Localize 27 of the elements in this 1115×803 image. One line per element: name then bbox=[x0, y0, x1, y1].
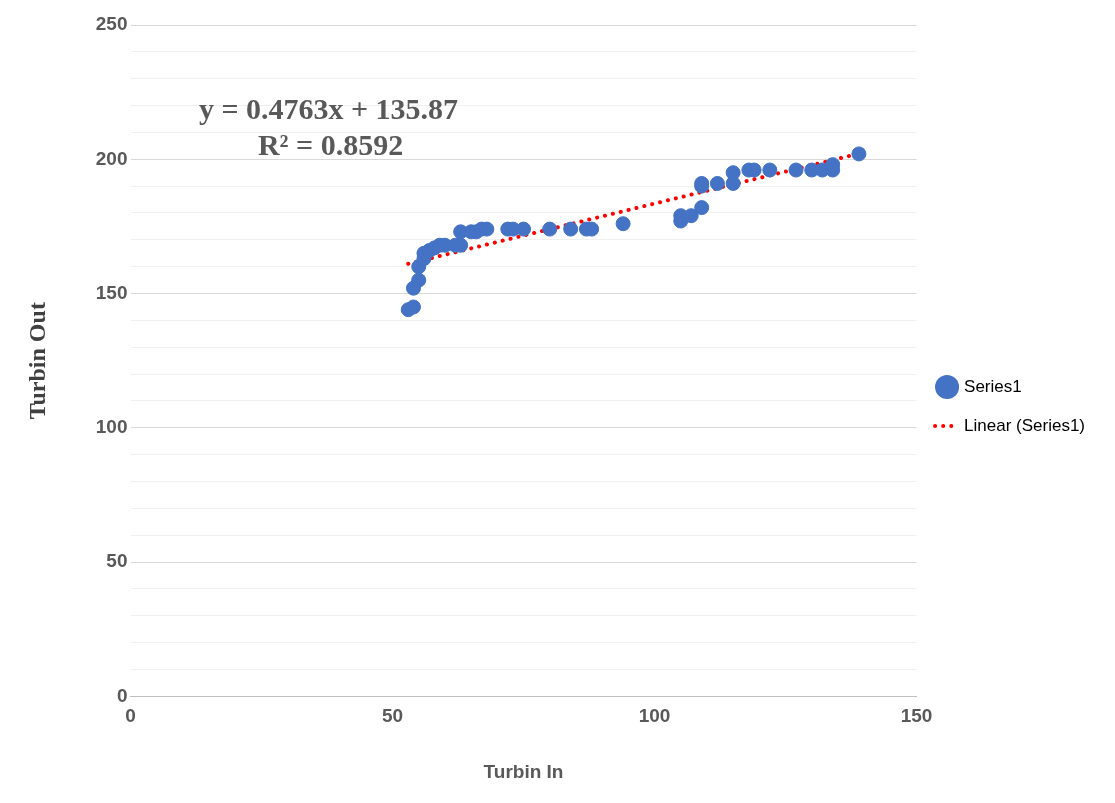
point bbox=[615, 216, 631, 232]
point bbox=[542, 221, 558, 237]
point bbox=[851, 146, 867, 162]
point bbox=[694, 200, 710, 216]
point bbox=[788, 162, 804, 178]
point bbox=[516, 221, 532, 237]
annotation: R² = 0.8592 bbox=[257, 127, 404, 161]
point bbox=[563, 221, 579, 237]
point bbox=[725, 165, 741, 181]
y-tick-label: 50 bbox=[106, 550, 128, 572]
point bbox=[709, 175, 725, 191]
x-tick-label: 150 bbox=[900, 705, 933, 727]
annotation: y = 0.4763x + 135.87 bbox=[198, 91, 459, 125]
y-axis-title: Turbin Out bbox=[23, 302, 50, 420]
x-tick-label: 50 bbox=[381, 705, 404, 727]
x-tick-label: 100 bbox=[638, 705, 671, 727]
x-axis-title: Turbin In bbox=[483, 760, 564, 782]
y-tick-label: 100 bbox=[95, 416, 128, 438]
legend-label: Series1 bbox=[964, 376, 1022, 396]
point bbox=[762, 162, 778, 178]
legend-label: Linear (Series1) bbox=[964, 415, 1086, 435]
point bbox=[411, 272, 427, 288]
y-tick-label: 200 bbox=[95, 147, 128, 169]
y-tick-label: 150 bbox=[95, 281, 128, 303]
y-tick-label: 0 bbox=[116, 684, 128, 706]
point bbox=[405, 299, 421, 315]
y-tick-label: 250 bbox=[95, 13, 128, 35]
